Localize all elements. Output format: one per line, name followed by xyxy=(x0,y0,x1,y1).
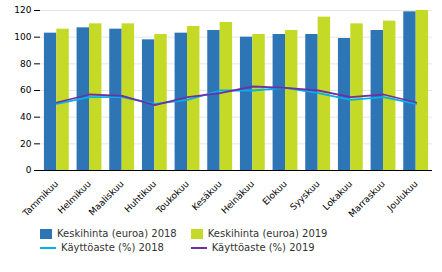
svg-text:Marraskuu: Marraskuu xyxy=(347,179,387,219)
html-text:Keskihinta (euroa) 2019: Keskihinta (euroa) 2019 xyxy=(207,228,328,239)
svg-text:Syyskuu: Syyskuu xyxy=(288,179,322,213)
svg-text:20: 20 xyxy=(20,139,32,149)
svg-text:80: 80 xyxy=(20,59,32,69)
svg-text:Heinäkuu: Heinäkuu xyxy=(219,179,256,216)
svg-text:Helmikuu: Helmikuu xyxy=(55,178,93,216)
svg-text:60: 60 xyxy=(20,85,32,95)
svg-text:Toukokuu: Toukokuu xyxy=(154,179,191,216)
svg-text:100: 100 xyxy=(14,32,31,42)
svg-text:120: 120 xyxy=(14,5,31,15)
svg-text:Maaliskuu: Maaliskuu xyxy=(87,179,126,218)
html-text:Käyttöaste (%) 2018: Käyttöaste (%) 2018 xyxy=(61,242,164,253)
svg-text:Elokuu: Elokuu xyxy=(261,179,289,207)
svg-text:40: 40 xyxy=(20,112,32,122)
svg-text:0: 0 xyxy=(26,165,32,175)
svg-text:Kesäkuu: Kesäkuu xyxy=(190,179,224,213)
html-text:Käyttöaste (%) 2019: Käyttöaste (%) 2019 xyxy=(211,242,315,253)
svg-text:Huhtikuu: Huhtikuu xyxy=(123,179,159,215)
html-text:Keskihinta (euroa) 2018: Keskihinta (euroa) 2018 xyxy=(57,228,177,239)
svg-text:Lokakuu: Lokakuu xyxy=(321,179,354,212)
svg-text:Joulukuu: Joulukuu xyxy=(385,179,420,214)
svg-text:Tammikuu: Tammikuu xyxy=(20,179,60,219)
